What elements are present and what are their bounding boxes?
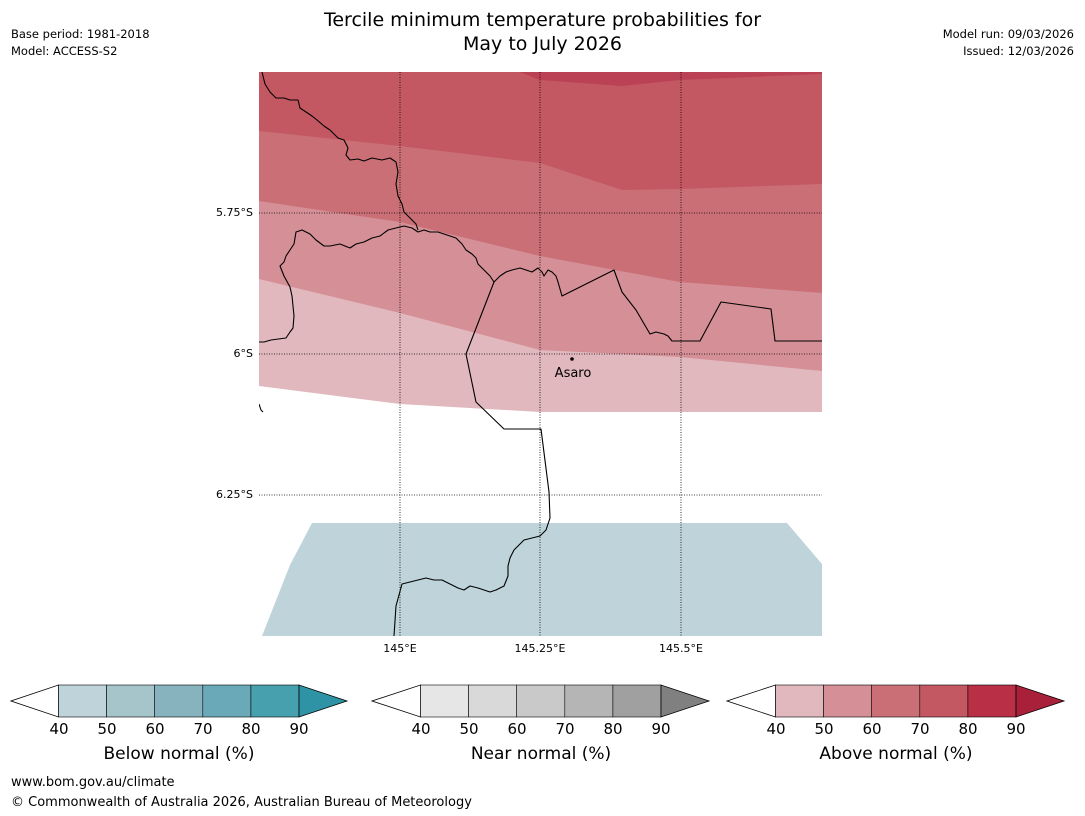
cb-near-tick-40: 40 xyxy=(411,720,431,738)
cb-above-extend-low xyxy=(726,684,776,718)
cb-above-tick-80: 80 xyxy=(958,720,978,738)
cb-below-bin-1 xyxy=(58,684,107,718)
cb-near-bin-4 xyxy=(564,684,614,718)
cb-below-bin-4 xyxy=(202,684,252,718)
title-line-2: May to July 2026 xyxy=(463,33,622,55)
cb-above-bin-4 xyxy=(919,684,969,718)
cb-above-bin-2 xyxy=(823,684,872,718)
cb-near-bin-2 xyxy=(468,684,517,718)
above-normal-80-90-band xyxy=(520,72,822,86)
cb-near-tick-90: 90 xyxy=(651,720,671,738)
model-text: Model: ACCESS-S2 xyxy=(11,44,118,58)
cb-above-bin-5 xyxy=(967,684,1017,718)
cb-below-tick-50: 50 xyxy=(97,720,117,738)
lon-label-145e: 145°E xyxy=(383,642,417,655)
model-run-text: Model run: 09/03/2026 xyxy=(942,27,1074,41)
cb-near-tick-50: 50 xyxy=(459,720,479,738)
cb-below-extend-high xyxy=(298,684,349,718)
issued-text: Issued: 12/03/2026 xyxy=(963,44,1074,58)
cb-below-bin-5 xyxy=(250,684,300,718)
cb-near-bin-5 xyxy=(612,684,662,718)
cb-above-bin-1 xyxy=(775,684,824,718)
cb-near-tick-70: 70 xyxy=(555,720,575,738)
probability-map: Asaro xyxy=(259,72,822,636)
base-period-text: Base period: 1981-2018 xyxy=(11,27,150,41)
cb-below-title: Below normal (%) xyxy=(103,744,255,764)
footer-copyright: © Commonwealth of Australia 2026, Austra… xyxy=(11,795,472,810)
cb-below-tick-70: 70 xyxy=(193,720,213,738)
lon-label-145-5e: 145.5°E xyxy=(659,642,703,655)
colorbar-below-normal xyxy=(10,684,349,718)
asaro-marker xyxy=(570,357,574,361)
below-normal-40-50-band xyxy=(262,523,822,636)
colorbar-near-normal xyxy=(371,684,711,718)
cb-above-tick-60: 60 xyxy=(862,720,882,738)
lat-label-6-25s: 6.25°S xyxy=(216,488,253,501)
cb-below-tick-40: 40 xyxy=(49,720,69,738)
meta-left: Base period: 1981-2018 Model: ACCESS-S2 xyxy=(11,26,150,60)
cb-below-bin-3 xyxy=(154,684,204,718)
cb-below-tick-80: 80 xyxy=(241,720,261,738)
cb-near-tick-60: 60 xyxy=(507,720,527,738)
cb-above-tick-50: 50 xyxy=(814,720,834,738)
lon-label-145-25e: 145.25°E xyxy=(514,642,566,655)
cb-above-extend-high xyxy=(1015,684,1066,718)
asaro-label: Asaro xyxy=(555,366,592,381)
cb-near-extend-high xyxy=(660,684,711,718)
lat-label-6s: 6°S xyxy=(233,347,253,360)
cb-near-extend-low xyxy=(371,684,421,718)
lat-label-5-75s: 5.75°S xyxy=(216,206,253,219)
cb-near-bin-1 xyxy=(420,684,469,718)
cb-near-tick-80: 80 xyxy=(603,720,623,738)
cb-above-tick-40: 40 xyxy=(766,720,786,738)
cb-below-bin-2 xyxy=(106,684,155,718)
cb-below-tick-90: 90 xyxy=(289,720,309,738)
footer-url[interactable]: www.bom.gov.au/climate xyxy=(11,775,175,790)
chart-title: Tercile minimum temperature probabilitie… xyxy=(0,8,1085,56)
cb-above-title: Above normal (%) xyxy=(819,744,973,764)
cb-below-extend-low xyxy=(10,684,59,718)
cb-above-bin-3 xyxy=(871,684,921,718)
meta-right: Model run: 09/03/2026 Issued: 12/03/2026 xyxy=(943,26,1074,60)
graticule xyxy=(259,72,822,636)
province-boundaries xyxy=(259,72,822,636)
title-line-1: Tercile minimum temperature probabilitie… xyxy=(323,9,762,31)
cb-near-bin-3 xyxy=(516,684,566,718)
colorbar-above-normal xyxy=(726,684,1066,718)
cb-above-tick-70: 70 xyxy=(910,720,930,738)
cb-near-title: Near normal (%) xyxy=(470,744,612,764)
cb-below-tick-60: 60 xyxy=(145,720,165,738)
cb-above-tick-90: 90 xyxy=(1006,720,1026,738)
